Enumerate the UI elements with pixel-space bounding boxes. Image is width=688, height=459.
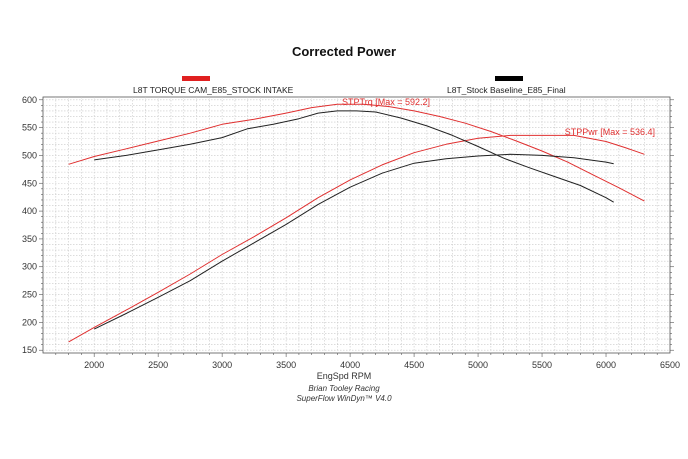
y-tick-label: 200 — [22, 317, 37, 327]
y-tick-label: 150 — [22, 345, 37, 355]
x-tick-label: 2500 — [148, 360, 168, 370]
series-lines — [68, 103, 645, 343]
x-axis-ticks: 2000 2500 3000 3500 4000 4500 5000 5500 6000 6500 — [55, 353, 680, 370]
x-tick-label: 6500 — [660, 360, 680, 370]
series-line-baseline-pwr — [93, 153, 614, 330]
x-tick-label: 4500 — [404, 360, 424, 370]
y-tick-label: 600 — [22, 95, 37, 105]
y-tick-label: 400 — [22, 206, 37, 216]
y-tick-label: 300 — [22, 262, 37, 272]
x-tick-label: 3000 — [212, 360, 232, 370]
x-tick-label: 3500 — [276, 360, 296, 370]
plot-area — [42, 96, 671, 354]
legend-label-torque-cam: L8T TORQUE CAM_E85_STOCK INTAKE — [133, 85, 294, 95]
series-line-baseline-trq — [94, 110, 614, 203]
annotation-stppwr: STPPwr [Max = 536.4] — [565, 127, 655, 137]
x-axis-label: EngSpd RPM — [317, 371, 372, 381]
y-tick-label: 450 — [22, 178, 37, 188]
y-axis-ticks: 150 200 250 300 350 400 450 500 550 600 — [22, 95, 674, 355]
x-tick-label: 4000 — [340, 360, 360, 370]
grid — [43, 97, 670, 353]
series-line-torque-cam-pwr — [68, 134, 645, 343]
y-tick-label: 550 — [22, 123, 37, 133]
x-tick-label: 5000 — [468, 360, 488, 370]
x-tick-label: 5500 — [532, 360, 552, 370]
chart-title: Corrected Power — [292, 44, 396, 59]
x-tick-label: 2000 — [84, 360, 104, 370]
footer-line-1: Brian Tooley Racing — [308, 384, 380, 393]
y-tick-label: 350 — [22, 234, 37, 244]
y-tick-label: 250 — [22, 290, 37, 300]
legend-swatch-black — [495, 76, 523, 81]
annotation-stptrq: STPTrq [Max = 592.2] — [342, 97, 430, 107]
y-tick-label: 500 — [22, 150, 37, 160]
legend-label-stock-baseline: L8T_Stock Baseline_E85_Final — [447, 85, 566, 95]
footer-line-2: SuperFlow WinDyn™ V4.0 — [296, 394, 392, 403]
legend-swatch-red — [182, 76, 210, 81]
x-tick-label: 6000 — [596, 360, 616, 370]
